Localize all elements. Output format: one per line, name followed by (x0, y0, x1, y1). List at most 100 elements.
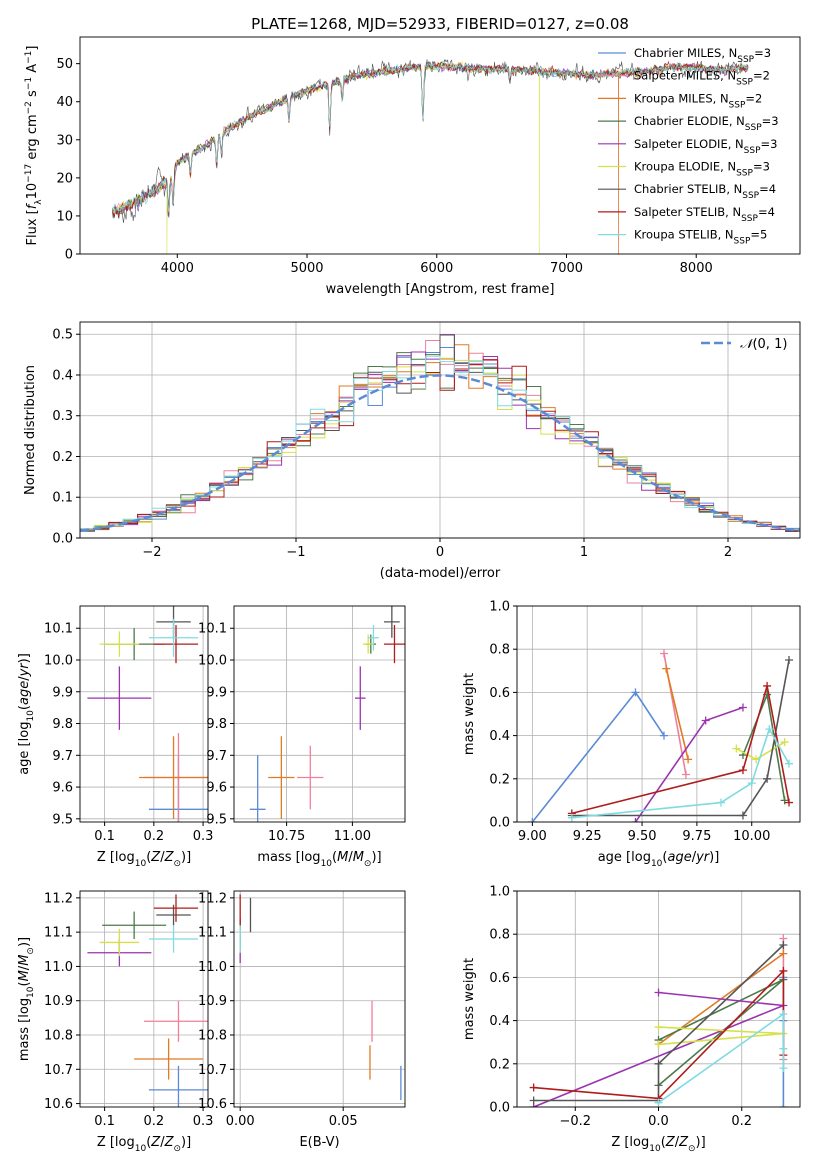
x-tick-label: −0.2 (559, 1114, 591, 1129)
x-tick-label: −1 (286, 545, 305, 560)
y-tick-label: 20 (56, 171, 73, 186)
y-tick-label: 11.2 (198, 891, 227, 906)
weight-line (665, 668, 689, 760)
errorbar-point (148, 618, 199, 657)
y-tick-label: 10.6 (44, 1097, 73, 1112)
x-tick-label: 0.00 (226, 1114, 255, 1129)
weight-marker (738, 766, 747, 775)
age_vs_Z-xlabel: Z [log10(Z/Z⊙)] (97, 850, 191, 869)
weight_vs_age-frame (516, 605, 801, 823)
errorbar-point (144, 1000, 208, 1042)
y-tick-label: 11.1 (198, 926, 227, 941)
age_vs_mass-xlabel: mass [log10(M/M⊙)] (257, 850, 381, 869)
spectrum-legend: Chabrier MILES, NSSP=3 Salpeter MILES, NS… (598, 46, 779, 247)
age_vs_Z-frame (79, 605, 209, 823)
weight_vs_age-ylabel: mass weight (462, 673, 477, 755)
age_vs_Z-ylabel: age [log10(age/yr)] (17, 653, 36, 775)
mass_vs_ebv-frame (233, 890, 406, 1108)
weight-marker (779, 1044, 788, 1053)
weight-marker (662, 664, 671, 673)
y-tick-label: 10.9 (44, 994, 73, 1009)
y-tick-label: 9.7 (52, 749, 73, 764)
age_vs_Z-axes: 0.1 0.2 0.3 9.5 9.6 9.7 9.8 9.9 10.0 10.1 (44, 606, 213, 844)
weight_vs_Z-frame (516, 890, 801, 1108)
errorbar-point (297, 745, 324, 810)
errorbar-point (153, 894, 199, 922)
x-tick-label: 9.50 (628, 829, 657, 844)
spectrum-line (112, 61, 749, 214)
mass_vs_Z-xlabel: Z [log10(Z/Z⊙)] (97, 1135, 191, 1154)
age_vs_mass-frame (233, 605, 406, 823)
weight-marker (738, 703, 747, 712)
residuals-legend: 𝒩(0, 1) (701, 337, 787, 352)
y-tick-label: 0.6 (489, 971, 510, 986)
y-tick-label: 0.1 (52, 491, 73, 506)
spectrum-xlabel: wavelength [Angstrom, rest frame] (326, 282, 555, 297)
y-tick-label: 10.0 (198, 654, 227, 669)
age_vs_mass-axes: 10.75 11.00 9.5 9.6 9.7 9.8 9.9 10.0 10.1 (198, 606, 405, 844)
y-tick-label: 0.2 (489, 772, 510, 787)
weight-marker (779, 1010, 788, 1019)
y-tick-label: 11.1 (44, 926, 73, 941)
residuals-frame (79, 321, 801, 539)
errorbar-point (99, 928, 140, 957)
errorbar-point (102, 911, 167, 939)
weight_vs_Z-ylabel: mass weight (462, 958, 477, 1040)
weight-marker (763, 681, 772, 690)
spectrum-lines (112, 59, 749, 254)
errorbar-point (134, 1038, 204, 1080)
weight-marker (738, 811, 747, 820)
y-tick-label: 9.9 (206, 685, 227, 700)
y-tick-label: 0.0 (489, 816, 510, 831)
y-tick-label: 11.2 (44, 891, 73, 906)
mass_vs_Z-ylabel: mass [log10(M/M⊙)] (17, 937, 36, 1061)
weight-marker (763, 774, 772, 783)
weight-marker (780, 796, 789, 805)
y-tick-label: 10.1 (44, 622, 73, 637)
y-tick-label: 0.4 (52, 368, 73, 383)
x-tick-label: 9.75 (682, 829, 711, 844)
x-tick-label: 11.00 (334, 829, 371, 844)
y-tick-label: 10.0 (44, 654, 73, 669)
weight-line (658, 1012, 785, 1104)
y-tick-label: 9.9 (52, 685, 73, 700)
mass_vs_Z-axes: 0.1 0.2 0.3 10.6 10.7 10.8 10.9 11.0 11.1 11.2 (44, 891, 213, 1129)
errorbar-point (139, 736, 208, 819)
errorbar-point (99, 631, 140, 657)
weight-marker (659, 649, 668, 658)
mass_vs_ebv-axes: 0.00 0.05 10.6 10.7 10.8 10.9 11.0 11.1 11.2 (198, 891, 405, 1129)
weight-marker (529, 1096, 538, 1105)
legend-label: 𝒩(0, 1) (740, 337, 787, 352)
x-tick-label: 4000 (161, 261, 194, 276)
legend-label: Chabrier ELODIE, NSSP=3 (634, 114, 779, 133)
weight-marker (780, 738, 789, 747)
weight-marker (659, 731, 668, 740)
spectrum-line (112, 59, 749, 254)
weight-marker (785, 759, 794, 768)
x-tick-label: 0.1 (94, 1114, 115, 1129)
y-tick-label: 10.9 (198, 994, 227, 1009)
normal-curve (80, 374, 800, 533)
weight-marker (684, 755, 693, 764)
weight-marker (779, 941, 788, 949)
y-tick-label: 0.2 (489, 1057, 510, 1072)
y-tick-label: 0.0 (489, 1101, 510, 1116)
x-tick-label: −2 (142, 545, 161, 560)
weight-marker (681, 770, 690, 779)
y-tick-label: 9.6 (52, 781, 73, 796)
y-tick-label: 0.4 (489, 729, 510, 744)
y-tick-label: 9.8 (52, 717, 73, 732)
y-tick-label: 30 (56, 133, 73, 148)
spectrum-ylabel: Flux [fλ10−17 erg cm−2 s−1 A−1] (24, 46, 44, 246)
weight-line (634, 706, 744, 822)
x-tick-label: 9.25 (573, 829, 602, 844)
legend-label: Kroupa STELIB, NSSP=5 (634, 228, 767, 247)
x-tick-label: 0.2 (144, 829, 165, 844)
y-tick-label: 9.5 (206, 812, 227, 827)
age_vs_Z-points (87, 606, 208, 822)
weight-marker (765, 725, 774, 734)
y-tick-label: 0.4 (489, 1014, 510, 1029)
errorbar-point (383, 606, 400, 638)
weight_vs_age-axes: 9.00 9.25 9.50 9.75 10.00 0.0 0.2 0.4 0.6 0.8 1.0 (489, 600, 800, 844)
